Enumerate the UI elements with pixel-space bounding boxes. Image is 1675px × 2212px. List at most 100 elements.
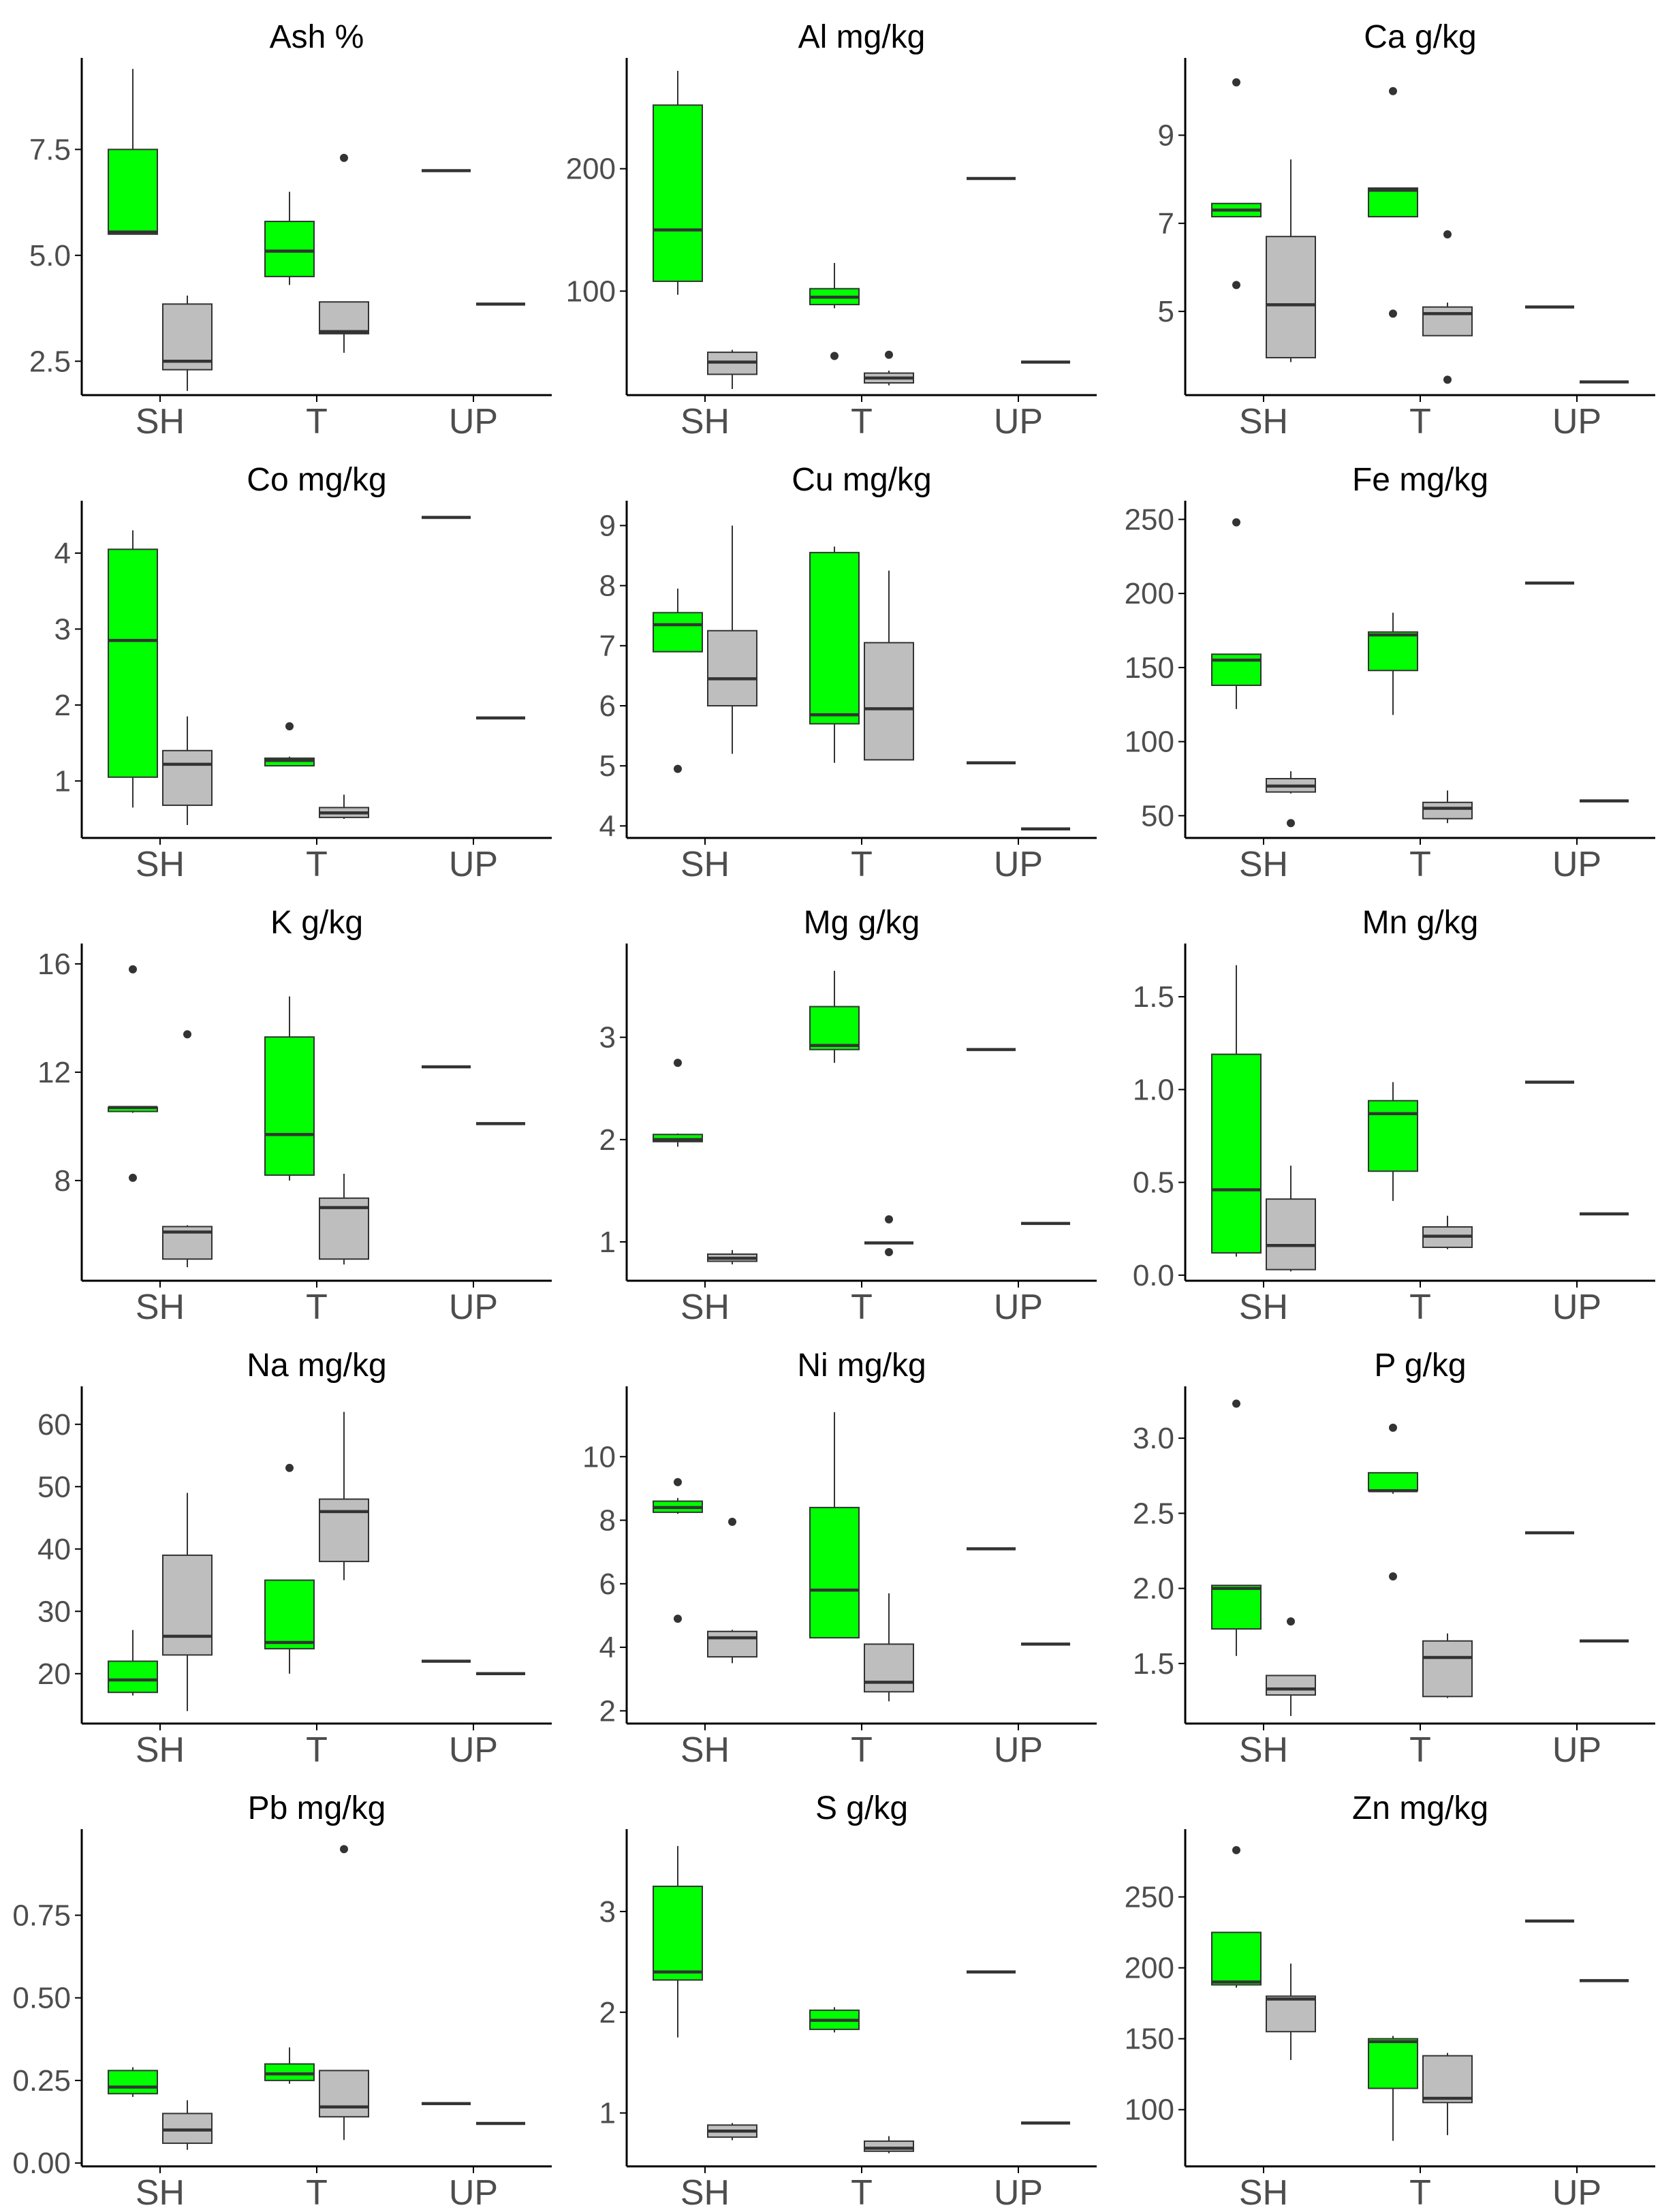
chart-title: Ash %: [270, 19, 364, 55]
box-group_a-sh: [1211, 518, 1262, 709]
y-tick-label: 8: [599, 1504, 616, 1538]
box-iqr: [1211, 1585, 1262, 1630]
x-tick-label: SH: [680, 402, 730, 436]
box-group_a-t: [264, 191, 315, 285]
chart-title: Zn mg/kg: [1352, 1790, 1488, 1826]
chart-panel: Mn g/kg 0.0 0.5 1.0 1.5 SH T UP: [1117, 886, 1662, 1327]
y-tick-label: 4: [54, 537, 71, 570]
box-iqr: [108, 2070, 158, 2095]
box-group_b-t: [319, 1412, 369, 1580]
box-group_a-t: [1368, 1423, 1418, 1580]
outlier-point: [129, 1173, 137, 1182]
x-tick-label: UP: [994, 845, 1043, 879]
x-tick-label: T: [306, 402, 328, 436]
y-tick-label: 2: [54, 689, 71, 722]
y-tick-label: 1: [599, 2097, 616, 2130]
x-tick-label: UP: [994, 402, 1043, 436]
y-tick-label: 16: [37, 948, 71, 981]
outlier-point: [1287, 1617, 1295, 1626]
outlier-point: [1443, 375, 1452, 384]
outlier-point: [1287, 819, 1295, 828]
box-iqr: [1368, 1471, 1418, 1492]
box-group_b-sh: [1266, 771, 1316, 828]
y-tick-label: 20: [37, 1657, 71, 1691]
x-tick-label: T: [1409, 2173, 1431, 2207]
box-group_b-sh: [1266, 159, 1316, 362]
outlier-point: [674, 1478, 682, 1486]
box-iqr: [1266, 1995, 1316, 2033]
box-group_a-t: [809, 971, 860, 1063]
y-tick-label: 3: [599, 1021, 616, 1055]
outlier-point: [1389, 1572, 1397, 1580]
y-tick-label: 200: [566, 153, 616, 186]
x-tick-label: T: [306, 1288, 328, 1322]
box-group_a-sh: [1211, 965, 1262, 1257]
box-group_b-t: [1422, 790, 1473, 824]
y-tick-label: 200: [1125, 577, 1174, 610]
y-tick-label: 2: [599, 1123, 616, 1157]
chart-svg: Pb mg/kg 0.00 0.25 0.50 0.75 SH T UP: [12, 1790, 552, 2212]
box-group_a-sh: [108, 69, 158, 235]
outlier-point: [1232, 518, 1240, 527]
chart-panel: Cu mg/kg 4 5 6 7 8 9 SH T UP: [559, 443, 1103, 884]
box-group_a-t: [809, 1412, 860, 1639]
outlier-point: [1232, 1399, 1240, 1408]
chart-svg: Ash % 2.5 5.0 7.5 SH T UP: [29, 19, 552, 441]
y-tick-label: 60: [37, 1408, 71, 1442]
y-tick-label: 9: [599, 509, 616, 542]
chart-title: P g/kg: [1374, 1348, 1466, 1384]
box-group_a-sh: [108, 965, 158, 1182]
box-iqr: [1368, 187, 1418, 218]
x-tick-label: T: [851, 845, 873, 879]
chart-svg: Co mg/kg 1 2 3 4 SH T UP: [54, 462, 552, 884]
box-group_a-sh: [108, 1630, 158, 1696]
y-tick-label: 150: [1125, 651, 1174, 685]
box-iqr: [653, 104, 703, 282]
chart-panel: Fe mg/kg 50 100 150 200 250 SH T UP: [1117, 443, 1662, 884]
y-tick-label: 5: [1158, 295, 1174, 328]
box-group_a-sh: [108, 530, 158, 808]
box-group_a-t: [809, 2007, 860, 2033]
outlier-point: [1232, 1845, 1240, 1854]
y-tick-label: 2: [599, 1694, 616, 1728]
box-iqr: [1422, 1640, 1473, 1698]
box-group_a-t: [1368, 87, 1418, 318]
box-group_a-t: [809, 546, 860, 763]
x-tick-label: T: [851, 2173, 873, 2207]
box-group_a-sh: [653, 1845, 703, 2038]
box-group_a-sh: [653, 1478, 703, 1623]
y-tick-label: 2: [599, 1996, 616, 2029]
chart-svg: Ca g/kg 5 7 9 SH T UP: [1158, 19, 1655, 441]
y-tick-label: 12: [37, 1056, 71, 1089]
box-group_a-t: [1368, 2036, 1418, 2141]
chart-panel: Al mg/kg 100 200 SH T UP: [559, 0, 1103, 441]
box-iqr: [162, 749, 213, 807]
chart-panel: Mg g/kg 1 2 3 SH T UP: [559, 886, 1103, 1327]
y-tick-label: 7: [1158, 207, 1174, 240]
y-tick-label: 100: [1125, 726, 1174, 759]
outlier-point: [1443, 230, 1452, 238]
y-tick-label: 0.00: [14, 2147, 71, 2180]
box-group_a-t: [264, 722, 315, 767]
box-group_a-t: [809, 263, 860, 360]
x-tick-label: T: [306, 845, 328, 879]
box-group_b-t: [319, 794, 369, 820]
chart-panel: P g/kg 1.5 2.0 2.5 3.0 SH T UP: [1117, 1328, 1662, 1770]
outlier-point: [885, 350, 893, 359]
y-tick-label: 100: [1125, 2093, 1174, 2127]
box-group_b-sh: [162, 295, 213, 391]
x-tick-label: SH: [1239, 1288, 1288, 1322]
box-group_b-sh: [707, 1249, 757, 1264]
x-tick-label: SH: [680, 1288, 730, 1322]
outlier-point: [728, 1517, 736, 1526]
chart-svg: S g/kg 1 2 3 SH T UP: [599, 1790, 1097, 2212]
outlier-point: [1389, 87, 1397, 95]
x-tick-label: UP: [1552, 1730, 1601, 1764]
box-group_a-t: [1368, 1082, 1418, 1201]
box-group_a-t: [1368, 612, 1418, 715]
y-tick-label: 1.0: [1133, 1073, 1174, 1106]
x-tick-label: T: [851, 402, 873, 436]
y-tick-label: 1.5: [1133, 1647, 1174, 1681]
chart-svg: P g/kg 1.5 2.0 2.5 3.0 SH T UP: [1133, 1348, 1655, 1770]
box-group_b-t: [864, 1593, 914, 1702]
